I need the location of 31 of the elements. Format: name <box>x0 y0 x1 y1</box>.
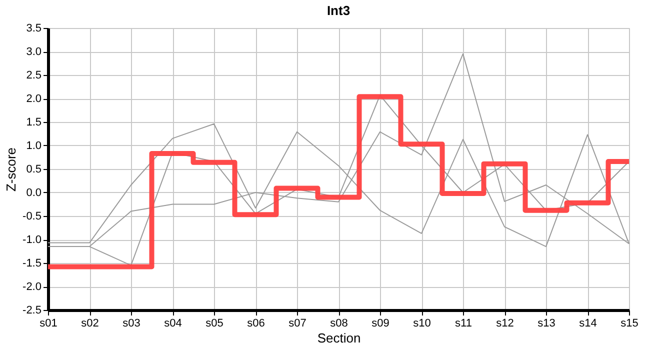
y-tick-label: -0.5 <box>22 210 42 222</box>
x-tick-label: s09 <box>372 318 390 330</box>
x-tick-label: s05 <box>206 318 224 330</box>
x-tick-label: s13 <box>538 318 556 330</box>
x-tick-label: s10 <box>413 318 431 330</box>
x-tick-label: s04 <box>164 318 182 330</box>
x-tick-label: s15 <box>620 318 638 330</box>
y-tick-label: 3.0 <box>26 46 42 58</box>
y-tick-label: 2.5 <box>26 70 42 82</box>
x-axis-title: Section <box>317 330 361 346</box>
y-tick-label: 1.0 <box>26 140 42 152</box>
y-tick-label: 0.0 <box>26 187 42 199</box>
x-tick-label: s14 <box>579 318 597 330</box>
y-tick-label: 1.5 <box>26 116 42 128</box>
y-tick-label: -1.0 <box>22 234 42 246</box>
y-tick-label: 2.0 <box>26 93 42 105</box>
x-tick-label: s03 <box>122 318 140 330</box>
x-tick-label: s01 <box>40 318 58 330</box>
x-tick-label: s08 <box>330 318 348 330</box>
x-tick-label: s02 <box>81 318 99 330</box>
x-tick-label: s06 <box>247 318 265 330</box>
y-tick-label: -2.0 <box>22 281 42 293</box>
y-tick-label: 0.5 <box>26 164 42 176</box>
x-tick-label: s11 <box>455 318 472 330</box>
y-tick-label: -2.5 <box>22 304 42 316</box>
chart-title: Int3 <box>326 3 350 18</box>
x-tick-label: s07 <box>288 318 306 330</box>
y-tick-label: 3.5 <box>26 22 42 34</box>
y-axis-title: Z-score <box>4 147 19 192</box>
y-tick-label: -1.5 <box>22 258 42 270</box>
x-tick-label: s12 <box>496 318 514 330</box>
